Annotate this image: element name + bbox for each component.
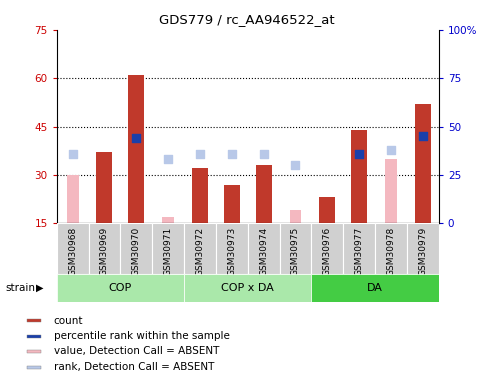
Bar <box>27 335 41 338</box>
Bar <box>192 168 208 223</box>
Text: strain: strain <box>5 283 35 293</box>
Bar <box>280 223 312 274</box>
Text: GDS779 / rc_AA946522_at: GDS779 / rc_AA946522_at <box>159 13 334 26</box>
Bar <box>67 175 78 223</box>
Text: percentile rank within the sample: percentile rank within the sample <box>54 331 230 341</box>
Bar <box>319 197 335 223</box>
Bar <box>351 130 367 223</box>
Bar <box>312 223 343 274</box>
Bar <box>216 223 247 274</box>
Bar <box>120 223 152 274</box>
Point <box>260 151 268 157</box>
Bar <box>27 350 41 353</box>
Text: GSM30969: GSM30969 <box>100 227 109 276</box>
Bar <box>289 210 301 223</box>
Text: DA: DA <box>367 283 383 293</box>
Bar <box>128 75 144 223</box>
Point <box>355 151 363 157</box>
Text: ▶: ▶ <box>35 283 43 293</box>
Text: value, Detection Call = ABSENT: value, Detection Call = ABSENT <box>54 346 219 357</box>
Bar <box>407 223 439 274</box>
Point <box>291 162 299 168</box>
Bar <box>415 104 431 223</box>
Bar <box>162 217 174 223</box>
Point <box>419 133 427 139</box>
Bar <box>152 223 184 274</box>
Point <box>164 156 172 162</box>
Bar <box>27 320 41 322</box>
Bar <box>27 366 41 369</box>
Text: GSM30970: GSM30970 <box>132 227 141 276</box>
Text: GSM30974: GSM30974 <box>259 227 268 276</box>
Bar <box>184 223 216 274</box>
Point <box>69 151 76 157</box>
Text: GSM30977: GSM30977 <box>354 227 364 276</box>
Text: GSM30979: GSM30979 <box>419 227 427 276</box>
Bar <box>97 152 112 223</box>
Bar <box>256 165 272 223</box>
Text: GSM30975: GSM30975 <box>291 227 300 276</box>
Text: GSM30971: GSM30971 <box>164 227 173 276</box>
Text: count: count <box>54 316 83 326</box>
Bar <box>312 274 439 302</box>
Point <box>387 147 395 153</box>
Point <box>196 151 204 157</box>
Text: GSM30978: GSM30978 <box>387 227 395 276</box>
Bar <box>57 274 184 302</box>
Text: COP: COP <box>109 283 132 293</box>
Text: rank, Detection Call = ABSENT: rank, Detection Call = ABSENT <box>54 362 214 372</box>
Text: GSM30976: GSM30976 <box>323 227 332 276</box>
Bar <box>224 184 240 223</box>
Bar <box>247 223 280 274</box>
Bar <box>184 274 312 302</box>
Point <box>228 151 236 157</box>
Text: GSM30968: GSM30968 <box>68 227 77 276</box>
Bar <box>89 223 120 274</box>
Bar <box>375 223 407 274</box>
Point <box>132 135 140 141</box>
Bar <box>343 223 375 274</box>
Text: GSM30973: GSM30973 <box>227 227 236 276</box>
Bar <box>385 159 397 223</box>
Text: COP x DA: COP x DA <box>221 283 274 293</box>
Text: GSM30972: GSM30972 <box>195 227 205 276</box>
Bar <box>57 223 89 274</box>
